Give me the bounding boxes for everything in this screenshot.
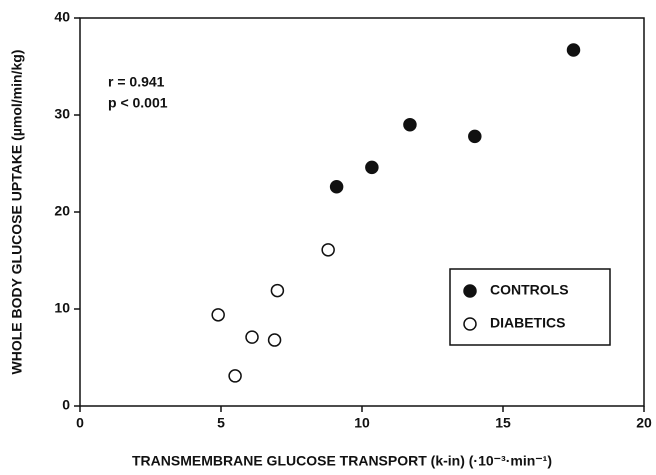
y-tick-label: 20: [54, 203, 70, 219]
point: [211, 308, 225, 322]
x-tick-label: 10: [354, 415, 370, 431]
legend-marker: [463, 284, 477, 298]
plot-frame: [79, 17, 645, 407]
point: [245, 330, 259, 344]
x-tick-label: 0: [76, 415, 84, 431]
y-axis-label: WHOLE BODY GLUCOSE UPTAKE (µmol/min/kg): [9, 50, 25, 375]
point: [270, 283, 285, 298]
point: [403, 117, 417, 132]
point: [321, 243, 335, 257]
annotation: r = 0.941: [108, 74, 165, 90]
point: [267, 333, 282, 347]
y-tick-label: 10: [54, 300, 70, 316]
x-tick-label: 5: [217, 415, 225, 431]
point: [365, 160, 379, 175]
y-tick-label: 30: [54, 106, 70, 122]
y-tick-label: 0: [62, 397, 70, 413]
point: [228, 369, 242, 383]
x-axis-label: TRANSMEMBRANE GLUCOSE TRANSPORT (k-in) (…: [132, 453, 552, 469]
y-tick-label: 40: [54, 9, 70, 25]
point: [468, 129, 482, 144]
annotation: p < 0.001: [108, 95, 168, 111]
point: [566, 43, 581, 57]
x-tick-label: 20: [636, 415, 652, 431]
legend-label: CONTROLS: [490, 282, 569, 298]
legend-box: [449, 268, 611, 346]
legend-marker: [463, 317, 477, 331]
legend-label: DIABETICS: [490, 315, 565, 331]
point: [329, 180, 344, 194]
x-tick-label: 15: [495, 415, 511, 431]
